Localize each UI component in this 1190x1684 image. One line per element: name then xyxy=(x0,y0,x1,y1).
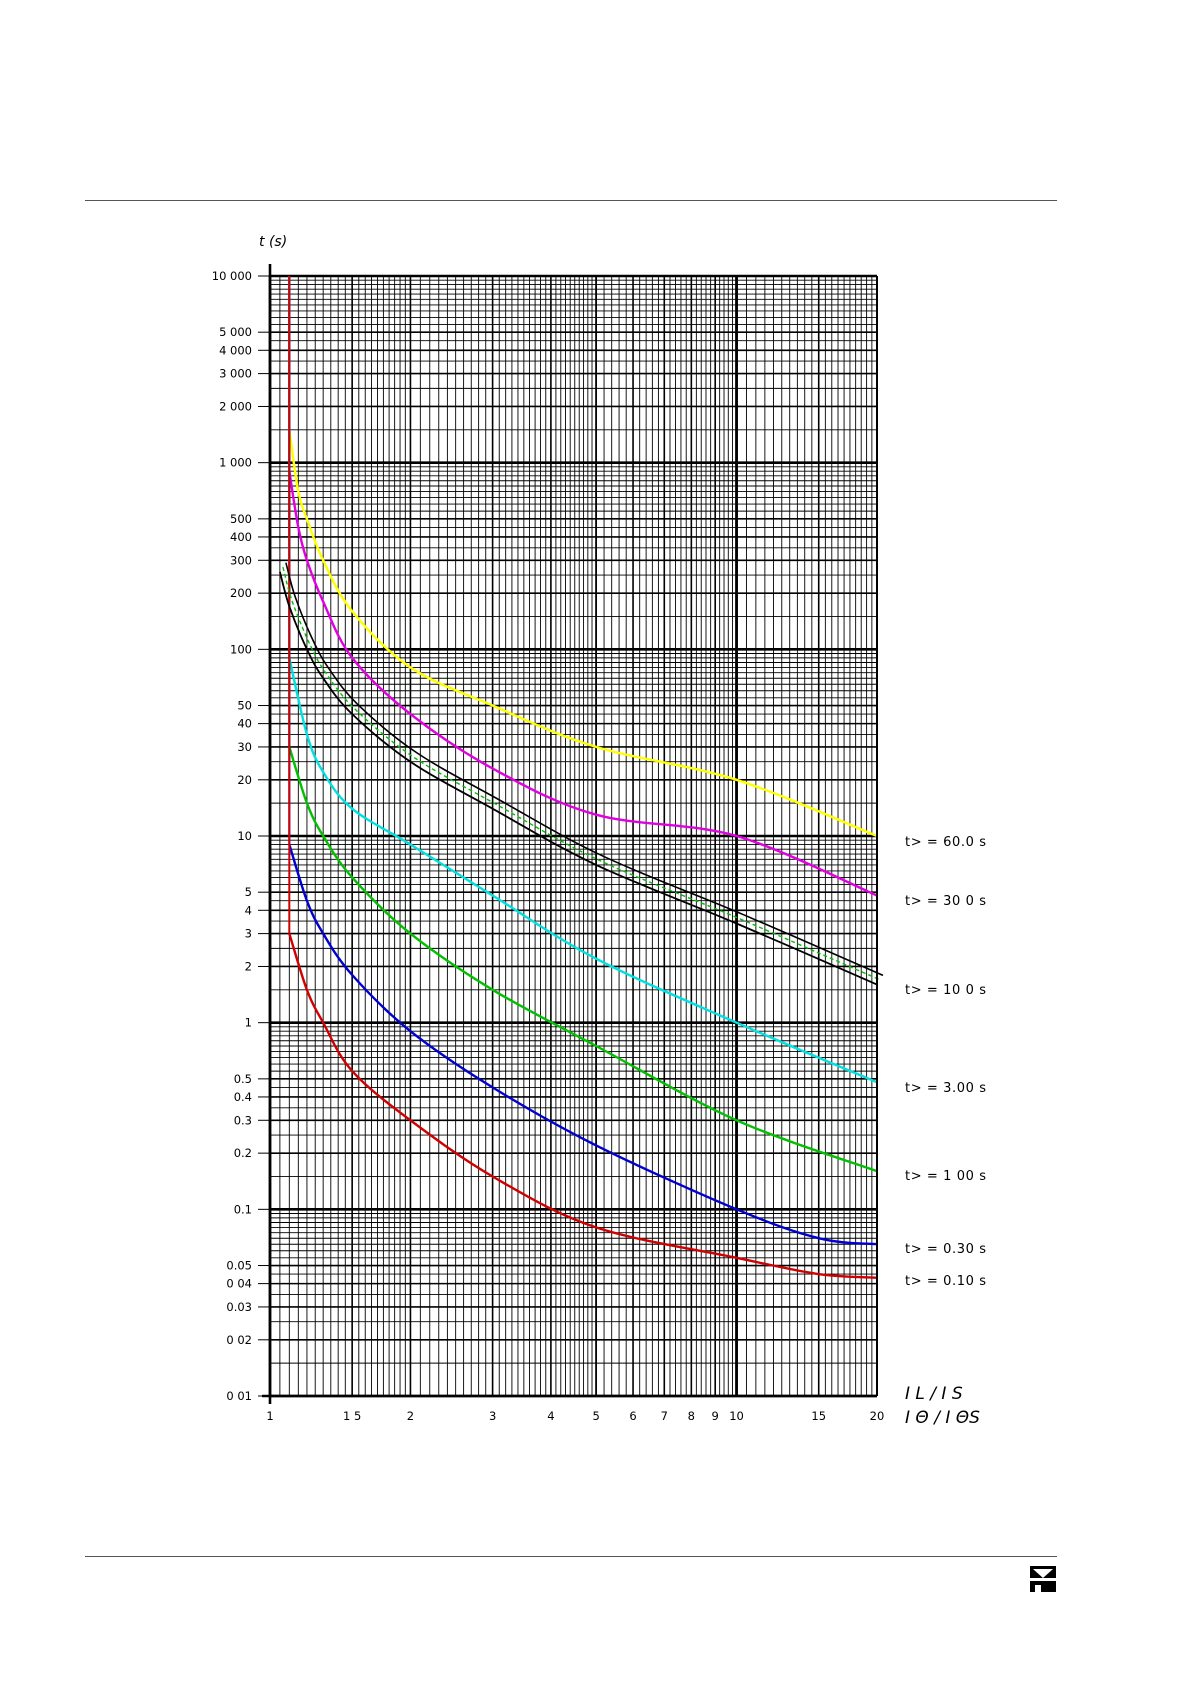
x-tick-label: 5 xyxy=(592,1409,599,1423)
setting-label: t> = 1 00 s xyxy=(905,1169,987,1184)
setting-label: t> = 10 0 s xyxy=(905,983,987,998)
x-tick-label: 3 xyxy=(489,1409,496,1423)
y-tick-label: 0.1 xyxy=(234,1202,252,1216)
series-line-3 xyxy=(288,746,878,1173)
y-tick-label: 500 xyxy=(230,512,252,526)
series-line-0 xyxy=(288,429,878,838)
setting-label: t> = 0.10 s xyxy=(905,1274,987,1289)
y-tick-label: 0 01 xyxy=(226,1389,252,1403)
x-tick-label: 15 xyxy=(811,1409,826,1423)
y-tick-label: 1 xyxy=(245,1016,252,1030)
y-tick-label: 0.05 xyxy=(226,1259,252,1273)
y-tick-label: 3 000 xyxy=(219,367,252,381)
x-tick-label: 20 xyxy=(870,1409,885,1423)
setting-label: t> = 60.0 s xyxy=(905,835,987,850)
x-axis-label-line2: I Θ / I ΘS xyxy=(905,1408,980,1428)
y-tick-label: 10 000 xyxy=(212,269,252,283)
x-tick-label: 6 xyxy=(629,1409,636,1423)
chart-axes xyxy=(262,264,878,1404)
y-tick-label: 0.4 xyxy=(234,1090,252,1104)
x-tick-label: 10 xyxy=(729,1409,744,1423)
x-tick-label: 7 xyxy=(661,1409,668,1423)
y-tick-label: 4 000 xyxy=(219,343,252,357)
series-line-5 xyxy=(288,933,878,1279)
series-line-band xyxy=(285,562,884,977)
y-tick-label: 300 xyxy=(230,553,252,567)
y-tick-label: 400 xyxy=(230,530,252,544)
y-tick-label: 0.3 xyxy=(234,1113,252,1127)
chart-setting-labels: t> = 60.0 s t> = 30 0 s t> = 10 0 s t> = 3.… xyxy=(905,835,987,1289)
y-tick-label: 0.03 xyxy=(226,1300,252,1314)
x-axis-label-line1: I L / I S xyxy=(905,1384,963,1404)
y-tick-label: 0 04 xyxy=(226,1277,252,1291)
x-tick-label: 8 xyxy=(688,1409,695,1423)
series-line-1 xyxy=(288,471,878,897)
series-line-band-dashed xyxy=(282,566,881,981)
y-tick-label: 30 xyxy=(237,740,252,754)
y-tick-label: 10 xyxy=(237,829,252,843)
y-tick-label: 5 000 xyxy=(219,325,252,339)
x-tick-label: 1 xyxy=(266,1409,273,1423)
x-tick-label: 9 xyxy=(712,1409,719,1423)
y-tick-label: 50 xyxy=(237,699,252,713)
chart-grid xyxy=(268,274,878,1398)
y-tick-label: 3 xyxy=(245,927,252,941)
y-tick-label: 1 000 xyxy=(219,456,252,470)
y-tick-label: 4 xyxy=(245,903,252,917)
x-tick-label: 4 xyxy=(547,1409,554,1423)
series-line-2 xyxy=(288,657,878,1084)
y-axis-label: t (s) xyxy=(259,234,287,250)
footer-rule xyxy=(85,1556,1057,1557)
setting-label: t> = 3.00 s xyxy=(905,1081,987,1096)
company-logo-icon xyxy=(1030,1566,1056,1592)
y-tick-label: 20 xyxy=(237,773,252,787)
y-tick-label: 0.5 xyxy=(234,1072,252,1086)
y-tick-label: 2 000 xyxy=(219,399,252,413)
y-tick-label: 100 xyxy=(230,642,252,656)
y-tick-label: 2 xyxy=(245,959,252,973)
y-tick-label: 0 02 xyxy=(226,1333,252,1347)
y-tick-label: 5 xyxy=(245,885,252,899)
x-tick-label: 1 5 xyxy=(343,1409,361,1423)
y-tick-label: 0.2 xyxy=(234,1146,252,1160)
series-line-4 xyxy=(288,844,878,1246)
y-tick-label: 40 xyxy=(237,717,252,731)
series-line-6 xyxy=(279,571,878,986)
chart-curves xyxy=(279,276,884,1279)
setting-label: t> = 30 0 s xyxy=(905,894,987,909)
y-tick-label: 200 xyxy=(230,586,252,600)
x-tick-label: 2 xyxy=(407,1409,414,1423)
header-rule xyxy=(85,200,1057,201)
setting-label: t> = 0.30 s xyxy=(905,1242,987,1257)
